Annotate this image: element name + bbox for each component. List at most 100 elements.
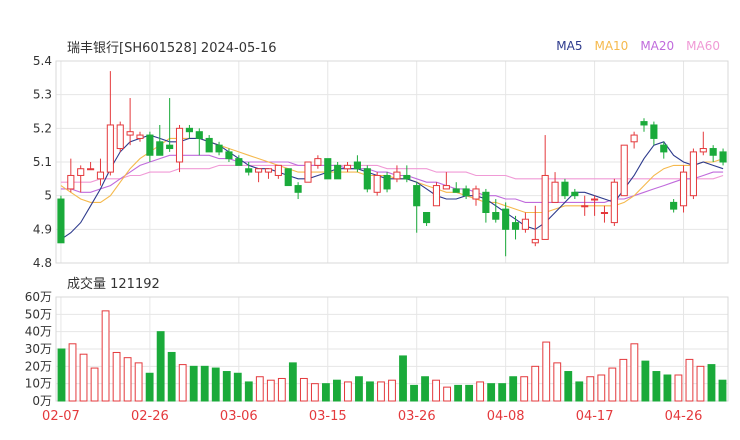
volume-bar	[178, 364, 187, 402]
volume-bar	[255, 376, 264, 402]
candle-body	[363, 168, 371, 190]
volume-bar	[718, 379, 727, 402]
volume-bar	[707, 364, 716, 402]
date-label: 02-26	[131, 409, 169, 424]
date-label: 04-08	[487, 409, 525, 424]
candle-body	[511, 222, 520, 230]
price-tick-label: 5.3	[33, 88, 52, 102]
price-tick-label: 4.9	[33, 222, 52, 236]
candle-body	[353, 161, 361, 170]
candle-body	[373, 174, 381, 193]
candle-body	[116, 124, 124, 150]
candle-body	[670, 201, 678, 210]
candle-body	[610, 181, 618, 224]
candle-body	[166, 144, 174, 150]
candle-body	[126, 131, 134, 136]
legend-ma10: MA10	[594, 39, 629, 53]
candle-body	[255, 168, 263, 173]
legend-ma20: MA20	[640, 39, 675, 53]
candle-body	[403, 174, 411, 180]
volume-bar	[167, 351, 176, 402]
volume-bar	[564, 371, 573, 402]
candle-body	[383, 174, 391, 190]
volume-bar	[597, 374, 606, 402]
price-tick-label: 5.2	[33, 121, 52, 135]
candle-body	[630, 134, 638, 143]
candle-body	[67, 174, 75, 190]
candle-body	[482, 191, 490, 214]
candle-body	[679, 171, 688, 207]
candle-body	[393, 171, 401, 180]
volume-tick-label: 0万	[32, 394, 52, 408]
volume-bar	[630, 343, 639, 402]
volume-bar	[553, 362, 562, 402]
candle-body	[195, 131, 203, 139]
volume-tick-label: 50万	[25, 307, 52, 321]
legend-ma60: MA60	[686, 39, 720, 53]
volume-bar	[443, 386, 451, 402]
candle-body	[531, 238, 539, 244]
candle-body	[324, 158, 332, 180]
volume-bar	[410, 384, 418, 402]
candle-body	[245, 168, 253, 173]
volume-bar	[608, 367, 617, 402]
candle-body	[343, 164, 352, 170]
volume-bar	[454, 384, 463, 402]
ma-legend: MA5 MA10 MA20 MA60	[556, 39, 720, 53]
volume-bar	[619, 358, 628, 402]
volume-bar	[674, 374, 683, 402]
candle-body	[502, 208, 510, 230]
candle-body	[492, 212, 500, 220]
candle-body	[96, 171, 105, 180]
volume-bar	[509, 376, 518, 402]
candle-body	[314, 158, 322, 166]
volume-bar	[388, 379, 396, 402]
volume-bar	[377, 381, 385, 402]
volume-bar	[79, 353, 88, 402]
volume-bar	[299, 377, 308, 402]
date-label: 04-26	[665, 409, 703, 424]
candle-body	[106, 124, 114, 173]
volume-bar	[652, 371, 661, 402]
candle-body	[136, 134, 144, 139]
volume-bar	[344, 381, 352, 402]
volume-bar	[101, 310, 110, 402]
candle-body	[462, 188, 470, 197]
volume-bar	[222, 371, 231, 402]
volume-bar	[145, 372, 154, 402]
date-label: 03-06	[220, 409, 258, 424]
volume-bar	[498, 383, 507, 402]
price-panel-frame	[55, 60, 729, 264]
volume-tick-label: 40万	[25, 325, 52, 339]
volume-bar	[663, 374, 672, 402]
volume-bar	[641, 360, 650, 402]
volume-bar	[685, 358, 694, 402]
volume-bar	[288, 362, 297, 402]
candle-body	[274, 164, 282, 176]
candle-body	[264, 168, 273, 173]
candle-body	[660, 144, 668, 153]
volume-bar	[277, 377, 286, 402]
volume-bar	[465, 384, 474, 402]
candle-body	[432, 185, 441, 207]
volume-bar	[310, 383, 319, 402]
candle-body	[284, 168, 292, 187]
volume-bar	[355, 376, 363, 402]
candle-body	[551, 181, 559, 203]
volume-bar	[211, 367, 220, 402]
candle-body	[581, 205, 589, 208]
volume-bar	[586, 376, 595, 402]
volume-bar	[233, 372, 242, 402]
volume-tick-label: 60万	[25, 290, 52, 304]
volume-tick-label: 20万	[25, 359, 52, 373]
volume-bar	[266, 379, 275, 402]
volume-bar	[399, 355, 407, 402]
price-tick-label: 5	[44, 189, 52, 203]
candle-body	[215, 144, 223, 153]
volume-bar	[531, 365, 540, 402]
candle-body	[423, 212, 431, 224]
volume-bar	[366, 381, 374, 402]
date-label: 03-26	[398, 409, 436, 424]
candle-body	[294, 185, 302, 193]
